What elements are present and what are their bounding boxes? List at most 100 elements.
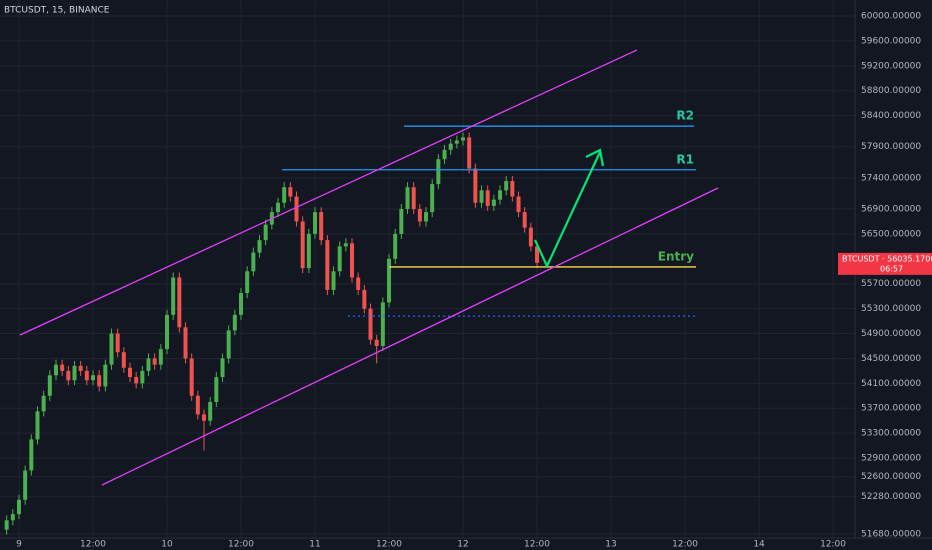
candle-body [516, 196, 521, 213]
x-tick-label: 10 [161, 540, 173, 550]
y-tick-label: 53300.00000 [861, 429, 921, 439]
candle-body [522, 212, 527, 228]
candle-body [35, 411, 40, 440]
y-tick-label: 54500.00000 [861, 354, 921, 364]
candle-body [380, 302, 385, 346]
x-tick-label: 9 [16, 540, 22, 550]
candle-body [10, 514, 15, 521]
candle-body [282, 187, 287, 203]
last-price-tag [838, 252, 932, 275]
candle-body [442, 149, 447, 160]
candle-body [23, 470, 28, 500]
y-tick-label: 53700.00000 [861, 404, 921, 414]
candle-body [504, 180, 509, 191]
chart-title: BTCUSDT, 15, BINANCE [4, 6, 110, 16]
x-tick-label: 12:00 [80, 540, 106, 550]
candle-body [257, 240, 262, 253]
y-tick-label: 60000.00000 [861, 12, 921, 22]
candle-body [411, 187, 416, 210]
candle-body [109, 333, 114, 365]
candle-body [485, 190, 490, 206]
level-label: R2 [676, 109, 694, 123]
candle-body [356, 277, 361, 290]
candle-body [195, 395, 200, 415]
candle-body [29, 439, 34, 471]
candle-body [115, 333, 120, 353]
candle-body [393, 233, 398, 259]
y-tick-label: 52900.00000 [861, 454, 921, 464]
candle-body [232, 314, 237, 331]
level-label: Entry [658, 249, 694, 263]
candle-body [134, 377, 139, 384]
candle-body [239, 293, 244, 315]
candle-body [362, 289, 367, 309]
candle-body [263, 224, 268, 241]
y-tick-label: 55300.00000 [861, 304, 921, 314]
projection-arrow [534, 151, 601, 269]
candle-body [405, 187, 410, 210]
candle-body [448, 143, 453, 150]
x-tick-label: 12 [457, 540, 468, 550]
candle-body [251, 252, 256, 272]
x-tick-label: 12:00 [376, 540, 402, 550]
candle-body [337, 246, 342, 272]
level-label: R1 [676, 152, 694, 166]
candle-body [399, 209, 404, 234]
x-tick-label: 12:00 [524, 540, 550, 550]
candle-body [202, 414, 207, 421]
y-tick-label: 58400.00000 [861, 111, 921, 121]
candle-body [177, 277, 182, 328]
candle-body [417, 209, 422, 222]
x-tick-label: 12:00 [228, 540, 254, 550]
candle-body [103, 364, 108, 387]
candle-body [226, 330, 231, 359]
channel-lower [101, 187, 719, 486]
y-tick-label: 57900.00000 [861, 142, 921, 152]
x-tick-label: 14 [753, 540, 765, 550]
candle-body [158, 349, 163, 365]
candle-body [189, 358, 194, 396]
y-tick-label: 54900.00000 [861, 329, 921, 339]
candle-body [491, 199, 496, 206]
candle-body [171, 277, 176, 315]
y-tick-label: 59200.00000 [861, 61, 921, 71]
candle-body [479, 190, 484, 203]
y-tick-label: 56500.00000 [861, 229, 921, 239]
candle-body [467, 137, 472, 169]
grid [0, 0, 855, 538]
candle-body [152, 358, 157, 365]
candle-body [16, 499, 21, 515]
candle-body [165, 314, 170, 350]
y-tick-label: 54100.00000 [861, 379, 921, 389]
candle-body [53, 364, 58, 376]
candle-body [47, 375, 52, 396]
y-tick-label: 55700.00000 [861, 279, 921, 289]
candle-body [325, 240, 330, 290]
candle-body [146, 358, 151, 371]
candle-body [97, 375, 102, 387]
candle-body [140, 370, 145, 384]
candle-body [535, 246, 540, 263]
candle-body [510, 180, 515, 197]
candle-body [66, 370, 71, 381]
candle-body [78, 365, 83, 371]
x-tick-label: 11 [309, 540, 320, 550]
candle-body [300, 221, 305, 269]
candle-body [220, 358, 225, 378]
candle-body [245, 271, 250, 294]
candle-body [368, 308, 373, 340]
y-tick-label: 51680.00000 [861, 530, 921, 540]
candle-body [313, 212, 318, 234]
countdown: 06:57 [880, 264, 903, 273]
candle-body [350, 243, 355, 278]
axes: 60000.00000 59600.00000 59200.00000 58800.0… [16, 12, 932, 550]
candle-body [424, 212, 429, 222]
x-tick-label: 12:00 [820, 540, 846, 550]
candle-body [183, 327, 188, 359]
candle-body [214, 377, 219, 403]
arrow-head [585, 148, 605, 167]
x-tick-label: 13 [605, 540, 616, 550]
candle-body [276, 202, 281, 213]
